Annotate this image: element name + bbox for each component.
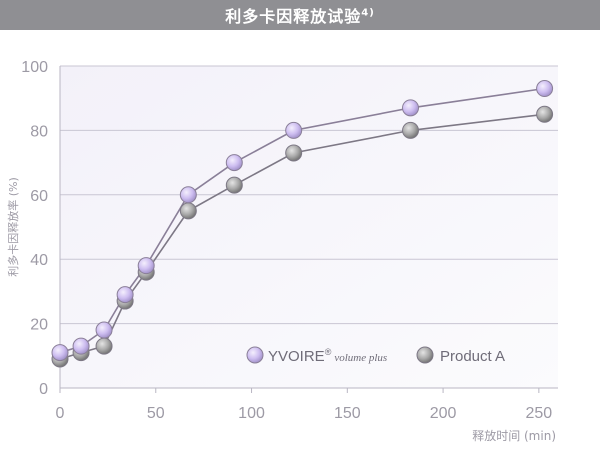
series-points	[51, 80, 554, 368]
y-tick-label: 40	[30, 252, 48, 269]
legend-label-yvoire-suffix: volume plus	[334, 352, 387, 364]
chart-title: 利多卡因释放试验4)	[225, 7, 375, 26]
axes	[59, 66, 558, 389]
data-point-series-0	[285, 121, 303, 139]
legend: YVOIRE® volume plus Product A	[246, 346, 505, 365]
data-point-series-1	[285, 144, 303, 162]
data-point-series-0	[137, 257, 155, 275]
data-point-series-0	[95, 321, 113, 339]
data-point-series-0	[225, 154, 243, 172]
data-point-series-1	[225, 176, 243, 194]
x-tick-label: 250	[525, 405, 552, 422]
x-tick-labels: 0 50 100 150 200 250	[56, 388, 552, 422]
data-point-series-1	[95, 337, 113, 355]
data-point-series-0	[179, 186, 197, 204]
y-tick-label: 20	[30, 317, 48, 334]
legend-registered-mark: ®	[325, 347, 332, 357]
data-point-series-0	[72, 337, 90, 355]
legend-label-yvoire: YVOIRE	[268, 348, 325, 365]
data-point-series-1	[402, 121, 420, 139]
legend-marker-product-a	[416, 346, 434, 364]
data-point-series-1	[536, 105, 554, 123]
x-tick-label: 50	[147, 405, 165, 422]
y-tick-label: 0	[39, 381, 48, 398]
legend-marker-yvoire	[246, 346, 264, 364]
x-axis-label: 释放时间 (min)	[472, 428, 556, 443]
x-tick-label: 200	[430, 405, 457, 422]
data-point-series-0	[116, 286, 134, 304]
data-point-series-1	[179, 202, 197, 220]
series-lines	[59, 87, 545, 360]
series-line-1	[59, 113, 545, 360]
data-point-series-0	[402, 99, 420, 117]
x-tick-label: 100	[238, 405, 265, 422]
title-bar: 利多卡因释放试验4)	[0, 0, 600, 30]
legend-label-product-a: Product A	[440, 348, 505, 365]
plot-background	[60, 66, 558, 388]
svg-text:YVOIRE®volume plus: YVOIRE® volume plus	[268, 347, 387, 365]
title-superscript: 4)	[361, 7, 375, 19]
data-point-series-0	[51, 344, 69, 362]
y-tick-label: 100	[21, 59, 48, 76]
data-point-series-0	[536, 80, 554, 98]
y-tick-label: 60	[30, 188, 48, 205]
series-line-0	[59, 87, 545, 354]
y-tick-labels: 0 20 40 60 80 100	[21, 59, 48, 398]
y-axis-label: 利多卡因释放率 (%)	[6, 177, 20, 277]
x-tick-label: 150	[334, 405, 361, 422]
y-tick-label: 80	[30, 123, 48, 140]
x-tick-label: 0	[56, 405, 65, 422]
